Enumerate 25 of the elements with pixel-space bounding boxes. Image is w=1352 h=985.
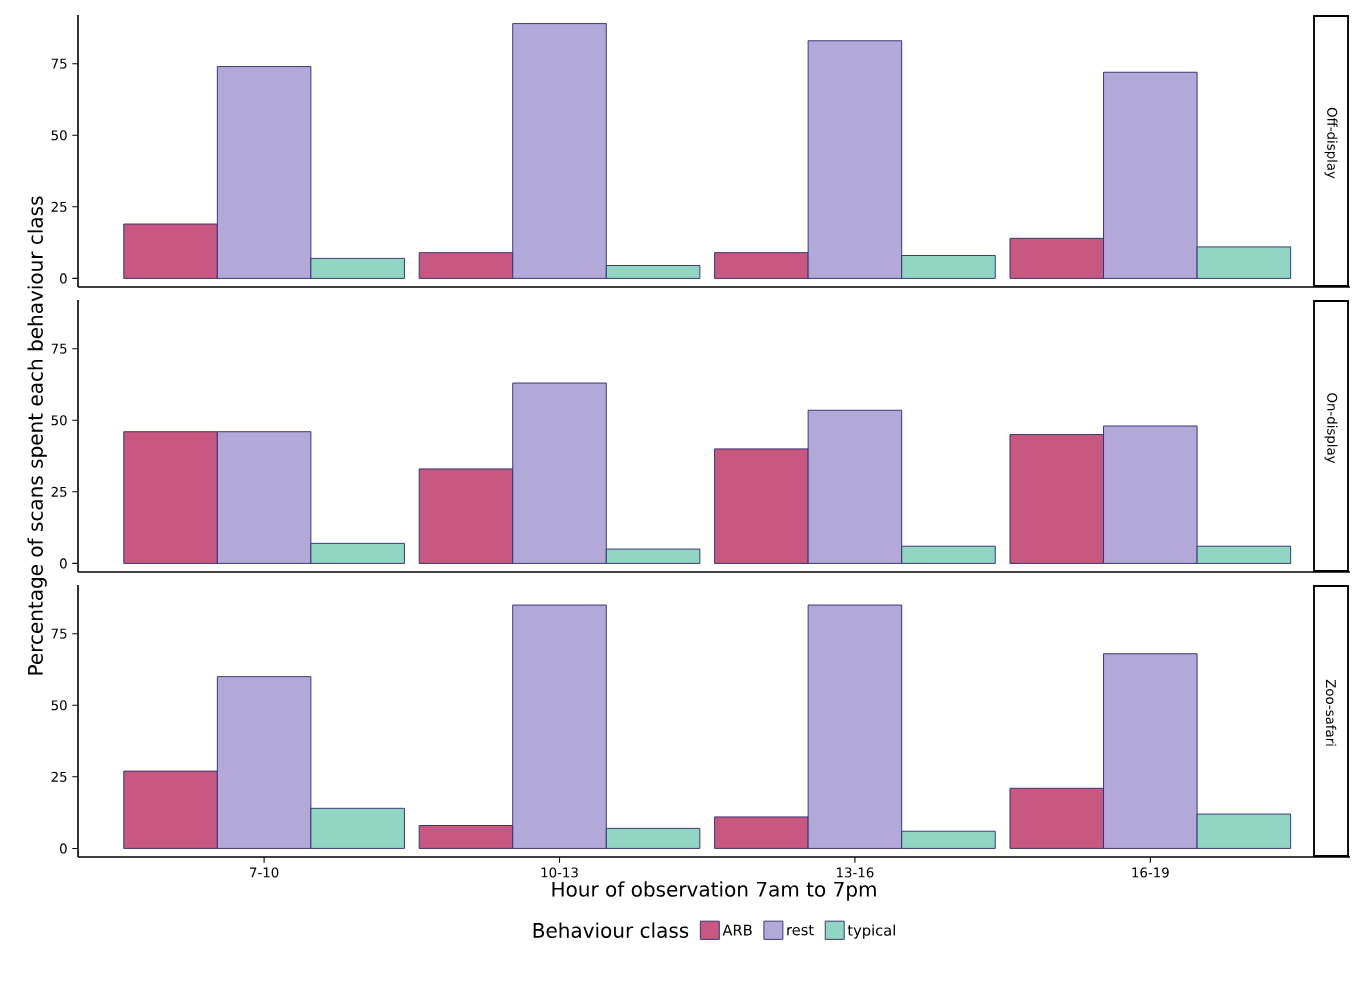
y-axis-title: Percentage of scans spent each behaviour class [27, 196, 47, 675]
legend-label: rest [787, 924, 814, 936]
y-tick-label: 75 [51, 343, 67, 354]
y-tick-label: 0 [59, 273, 67, 284]
y-tick-label: 25 [51, 771, 67, 782]
y-tick-label: 50 [51, 415, 67, 426]
y-tick-label: 50 [51, 130, 67, 141]
x-tick-label: 13-16 [837, 867, 874, 878]
x-axis-title: Hour of observation 7am to 7pm [552, 881, 876, 901]
x-tick-label: 10-13 [541, 867, 578, 878]
y-tick-label: 0 [59, 843, 67, 854]
text: On-display [1324, 393, 1338, 464]
y-tick-label: 75 [51, 628, 67, 639]
x-tick-label: 7-10 [250, 867, 279, 878]
y-tick-label: 50 [51, 700, 67, 711]
text: Zoo-safari [1325, 679, 1337, 746]
legend-title: Behaviour class [533, 922, 689, 938]
y-tick-label: 25 [51, 486, 67, 497]
text: Off-display [1324, 107, 1338, 179]
legend-label: typical [847, 924, 895, 939]
y-tick-label: 75 [51, 58, 67, 69]
y-tick-label: 25 [51, 201, 67, 212]
y-tick-label: 0 [59, 558, 67, 569]
legend-label: ARB [722, 924, 752, 936]
x-tick-label: 16-19 [1132, 867, 1169, 878]
